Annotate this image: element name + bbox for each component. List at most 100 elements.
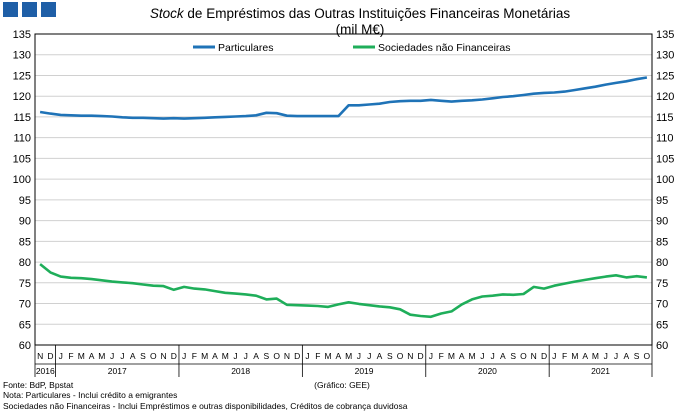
x-tick-label-month: J <box>429 351 433 361</box>
brand-square-2 <box>22 2 37 17</box>
y-axis-left: 60 65 70 75 80 85 90 95 100 105 110 115 120 125 130 135 <box>13 29 31 352</box>
x-tick-label-month: N <box>407 351 413 361</box>
x-tick-label-month: J <box>367 351 371 361</box>
brand-square-3 <box>41 2 56 17</box>
y-tick-label-left: 95 <box>19 195 31 207</box>
x-tick-label-month: M <box>468 351 475 361</box>
x-tick-label-month: J <box>490 351 494 361</box>
y-tick-label-left: 135 <box>13 29 31 41</box>
chart-title-italic: Stock <box>150 6 185 21</box>
x-tick-label-year: 2020 <box>478 366 497 376</box>
chart-title: Stock de Empréstimos das Outras Institui… <box>150 6 570 21</box>
y-tick-label-left: 130 <box>13 50 31 62</box>
series-layer <box>39 76 648 319</box>
y-tick-label-right: 90 <box>656 216 668 228</box>
x-tick-label-month: S <box>510 351 516 361</box>
y-tick-label-left: 120 <box>13 91 31 103</box>
y-tick-label-right: 125 <box>656 70 674 82</box>
x-tick-label-month: A <box>623 351 629 361</box>
x-tick-label-month: J <box>552 351 556 361</box>
x-tick-label-month: O <box>273 351 280 361</box>
x-tick-label-month: A <box>89 351 95 361</box>
series-line-particulares <box>39 76 648 120</box>
x-tick-label-month: A <box>582 351 588 361</box>
x-tick-label-month: M <box>201 351 208 361</box>
y-tick-label-right: 65 <box>656 319 668 331</box>
x-tick-label-month: A <box>459 351 465 361</box>
x-tick-label-month: J <box>110 351 114 361</box>
y-tick-label-left: 80 <box>19 257 31 269</box>
y-tick-label-left: 125 <box>13 70 31 82</box>
chart-subtitle: (mil M€) <box>336 22 385 37</box>
y-tick-label-right: 70 <box>656 299 668 311</box>
plot-frame <box>34 33 653 346</box>
x-tick-label-month: A <box>253 351 259 361</box>
x-tick-label-month: D <box>541 351 547 361</box>
x-tick-label-year: 2016 <box>36 366 55 376</box>
y-tick-label-left: 110 <box>13 133 31 145</box>
x-tick-label-month: N <box>284 351 290 361</box>
x-tick-label-month: D <box>171 351 177 361</box>
footer-note-sociedades: Sociedades não Financeiras - Inclui Empr… <box>3 401 408 411</box>
y-tick-label-right: 75 <box>656 278 668 290</box>
x-tick-label-month: A <box>336 351 342 361</box>
x-tick-label-month: N <box>160 351 166 361</box>
x-tick-label-month: M <box>448 351 455 361</box>
x-tick-label-month: F <box>562 351 567 361</box>
y-tick-label-right: 130 <box>656 50 674 62</box>
x-tick-label-month: J <box>614 351 618 361</box>
chart-title-rest: de Empréstimos das Outras Instituições F… <box>184 6 571 21</box>
x-tick-label-month: J <box>59 351 63 361</box>
y-tick-label-left: 100 <box>13 174 31 186</box>
y-tick-label-right: 80 <box>656 257 668 269</box>
x-tick-label-month: F <box>439 351 444 361</box>
y-tick-label-right: 95 <box>656 195 668 207</box>
x-tick-label-month: S <box>387 351 393 361</box>
x-tick-label-month: D <box>418 351 424 361</box>
x-tick-label-month: S <box>264 351 270 361</box>
x-tick-label-month: J <box>604 351 608 361</box>
y-tick-label-right: 85 <box>656 236 668 248</box>
y-tick-label-left: 105 <box>13 153 31 165</box>
legend-label-sociedades: Sociedades não Financeiras <box>378 42 511 54</box>
x-tick-label-month: A <box>377 351 383 361</box>
x-tick-label-month: F <box>192 351 197 361</box>
gridlines <box>35 54 652 325</box>
x-tick-label-month: J <box>357 351 361 361</box>
legend-label-particulares: Particulares <box>218 42 273 54</box>
x-tick-label-month: M <box>325 351 332 361</box>
footer-credit: (Gráfico: GEE) <box>314 380 370 390</box>
x-tick-label-month: M <box>345 351 352 361</box>
y-tick-label-right: 105 <box>656 153 674 165</box>
y-tick-label-right: 115 <box>656 112 674 124</box>
x-tick-label-month: A <box>212 351 218 361</box>
x-tick-label-month: A <box>130 351 136 361</box>
x-tick-label-month: O <box>397 351 404 361</box>
y-axis-right: 60 65 70 75 80 85 90 95 100 105 110 115 120 125 130 135 <box>656 29 674 352</box>
x-tick-label-month: J <box>120 351 124 361</box>
x-tick-label-month: S <box>634 351 640 361</box>
y-tick-label-left: 115 <box>13 112 31 124</box>
x-tick-label-month: M <box>222 351 229 361</box>
y-tick-label-right: 135 <box>656 29 674 41</box>
x-tick-label-year: 2017 <box>108 366 127 376</box>
x-tick-label-year: 2021 <box>591 366 610 376</box>
y-tick-label-left: 90 <box>19 216 31 228</box>
y-tick-label-left: 60 <box>19 340 31 352</box>
x-tick-label-month: S <box>140 351 146 361</box>
x-tick-label-month: J <box>480 351 484 361</box>
x-tick-label-month: F <box>315 351 320 361</box>
y-tick-label-right: 100 <box>656 174 674 186</box>
x-tick-label-month: D <box>47 351 53 361</box>
x-tick-label-month: M <box>571 351 578 361</box>
x-tick-label-month: J <box>305 351 309 361</box>
x-tick-label-month: F <box>68 351 73 361</box>
x-tick-label-month: N <box>531 351 537 361</box>
x-tick-label-month: O <box>644 351 651 361</box>
y-tick-label-right: 60 <box>656 340 668 352</box>
legend: Particulares Sociedades não Financeiras <box>193 42 511 54</box>
y-tick-label-left: 65 <box>19 319 31 331</box>
x-tick-label-month: O <box>150 351 157 361</box>
x-tick-label-month: N <box>37 351 43 361</box>
